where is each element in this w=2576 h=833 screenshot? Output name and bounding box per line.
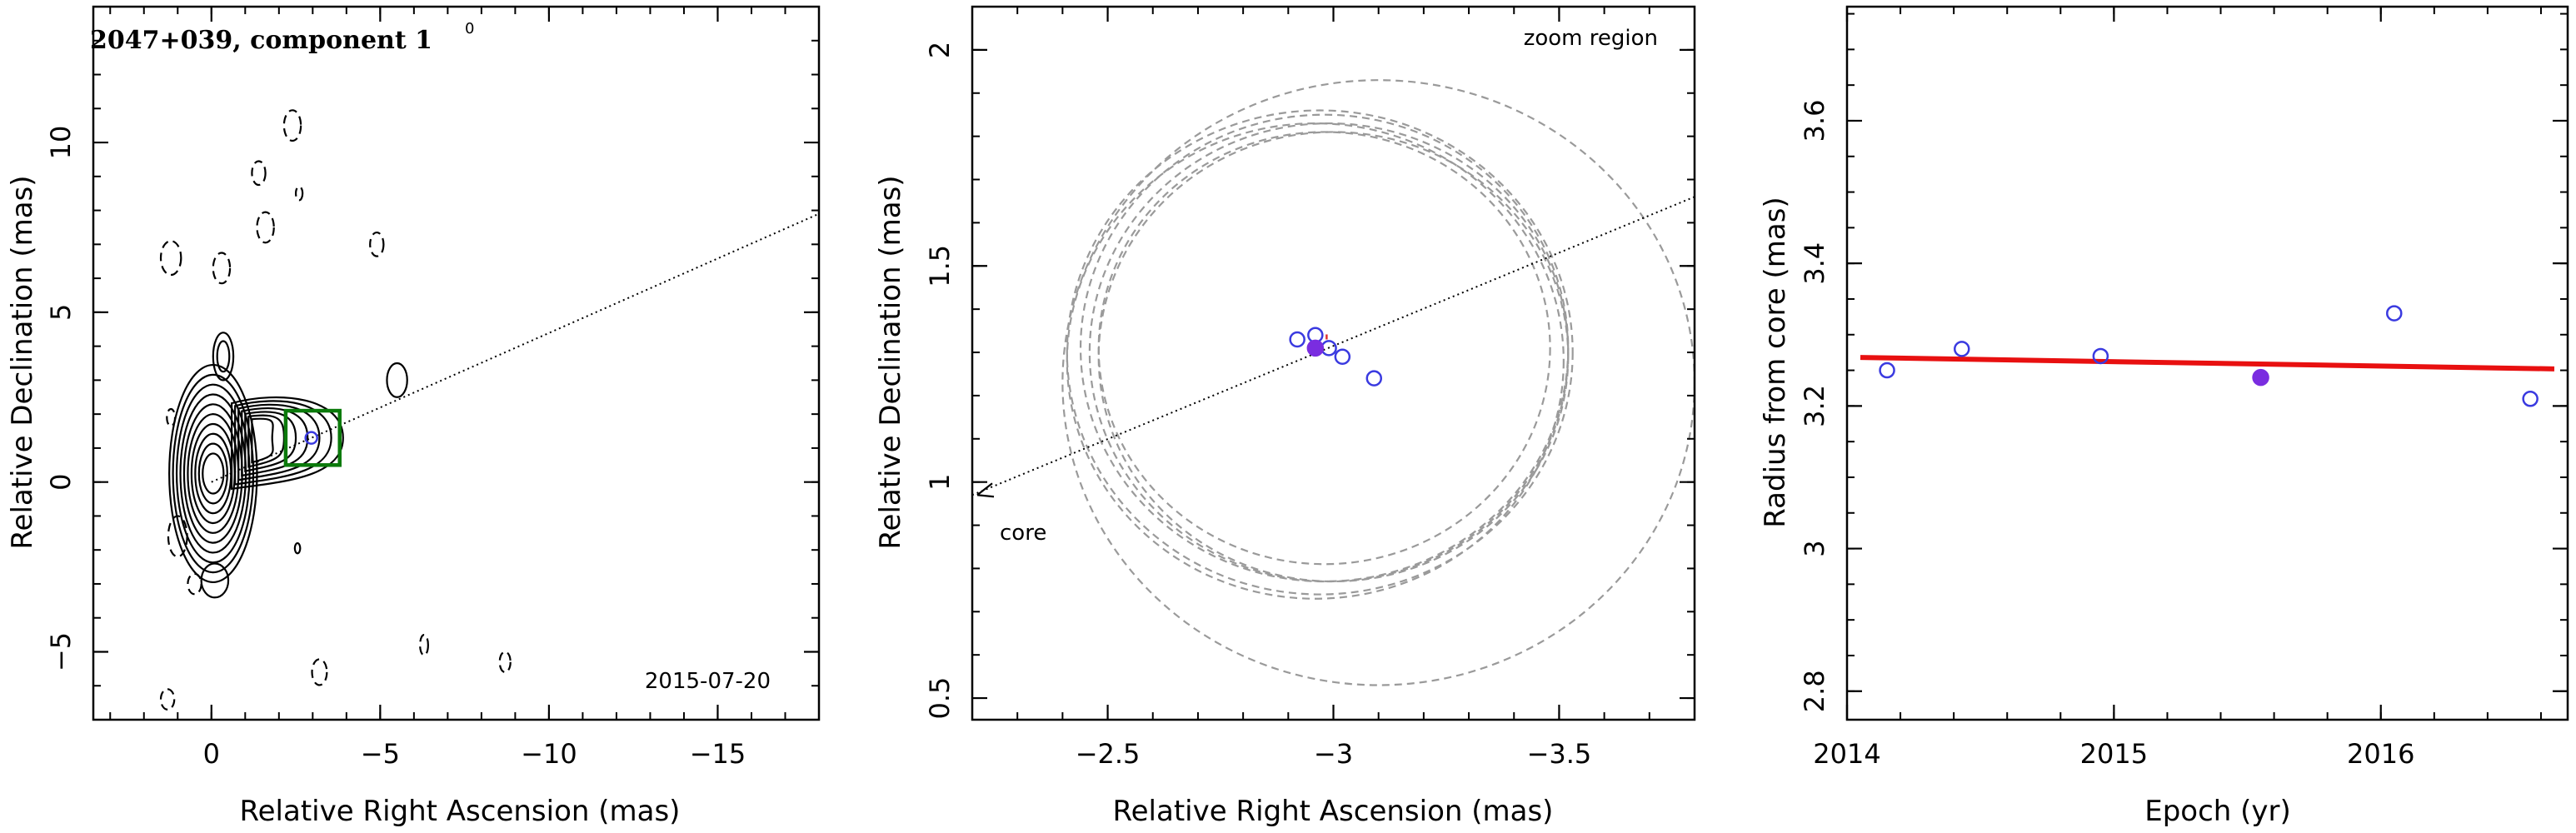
negative-contour [369, 231, 385, 257]
isolated-contour [293, 541, 302, 555]
panel1-x-tick-label: 0 [203, 738, 220, 770]
negative-contour [166, 407, 177, 427]
negative-contour [251, 160, 267, 187]
jet-direction-line [972, 196, 1695, 496]
position-point [1289, 331, 1305, 348]
beam-circle [1061, 79, 1695, 686]
radius-plot-area: 2014 2015 2016 2.8 3 3.2 3.4 3.6 [1799, 5, 2569, 770]
radius-point [1954, 341, 1970, 357]
jet-contour [237, 403, 321, 481]
panel1-x-axis-label: Relative Right Ascension (mas) [240, 795, 681, 828]
core-arrow-head [976, 482, 995, 498]
radius-point [2522, 391, 2539, 407]
negative-contour [294, 185, 304, 202]
beam-circle [1066, 122, 1565, 600]
isolated-contour [212, 332, 235, 382]
panel3-x-tick-label: 2015 [2080, 738, 2148, 770]
panel3-x-axis-label: Epoch (yr) [2144, 795, 2291, 828]
panel3-x-tick-label: 2014 [1813, 738, 1880, 770]
panel3-axes-frame [1845, 5, 2569, 721]
beam-circle [1097, 131, 1570, 583]
panel-contour-map: 0 −5 −10 −15 −5 0 5 10 2047+039, component 1 0 … [6, 5, 821, 828]
position-point [1334, 348, 1351, 365]
radius-point-filled [2252, 368, 2269, 387]
zoom-plot-area: −2.5 −3 −3.5 0.5 1 1.5 2 [924, 5, 1696, 770]
panel2-core-annotation: core [1000, 521, 1046, 546]
panel3-x-tick-label: 2016 [2347, 738, 2414, 770]
panel1-x-tick-label: −10 [521, 738, 577, 770]
panel1-y-tick-label: 0 [45, 473, 77, 490]
panel1-y-tick-label: 5 [45, 304, 77, 321]
panel3-y-tick-label: 3 [1799, 540, 1830, 556]
position-point-filled [1306, 339, 1325, 357]
panel1-y-tick-label: −5 [45, 632, 77, 671]
isolated-contour [216, 340, 231, 373]
jet-direction-line [211, 212, 819, 483]
panel2-y-tick-label: 1.5 [924, 245, 956, 287]
contour-plot-area: 0 −5 −10 −15 −5 0 5 10 [45, 5, 821, 770]
core-contour [179, 393, 247, 554]
panel3-y-axis-label: Radius from core (mas) [1759, 197, 1792, 527]
negative-contour [498, 651, 512, 674]
negative-contour [419, 633, 429, 656]
panel1-x-tick-label: −5 [361, 738, 400, 770]
panel2-x-tick-label: −2.5 [1076, 738, 1141, 770]
panel1-title-marker: 0 [465, 20, 474, 37]
negative-contour [159, 240, 182, 277]
panel1-y-axis-label: Relative Declination (mas) [6, 175, 39, 549]
jet-contour [244, 411, 297, 472]
panel2-y-tick-label: 2 [924, 42, 956, 58]
negative-contour [212, 252, 232, 285]
fit-line [1860, 355, 2555, 372]
core-contour [202, 452, 225, 495]
panel-radius-vs-epoch: 2014 2015 2016 2.8 3 3.2 3.4 3.6 Epoch (yr) Rad… [1759, 5, 2569, 828]
radius-point [2092, 347, 2109, 365]
negative-contour [256, 211, 275, 244]
jet-contour [230, 396, 344, 491]
panel3-y-tick-label: 3.6 [1799, 100, 1830, 142]
position-point [1365, 370, 1383, 387]
panel1-y-tick-label: 10 [45, 126, 77, 160]
negative-contour [167, 515, 188, 558]
panel3-y-tick-label: 3.2 [1799, 385, 1830, 427]
jet-contour [251, 417, 274, 464]
panel2-y-axis-label: Relative Declination (mas) [874, 175, 907, 549]
jet-contour [241, 407, 309, 477]
panel3-y-tick-label: 3.4 [1799, 242, 1830, 285]
panel2-y-tick-label: 1 [924, 473, 956, 490]
panel2-zoom-annotation: zoom region [1524, 26, 1658, 51]
negative-contour [282, 109, 302, 142]
negative-contour [187, 572, 202, 596]
radius-point [2386, 305, 2403, 322]
isolated-contour [386, 362, 408, 398]
panel3-y-tick-label: 2.8 [1799, 670, 1830, 712]
jet-contour [234, 400, 332, 486]
contour-layer [159, 109, 819, 711]
panel2-x-tick-label: −3 [1314, 738, 1353, 770]
panel-zoom-region: −2.5 −3 −3.5 0.5 1 1.5 2 zoom region core Rela… [874, 5, 1696, 828]
panel2-y-tick-label: 0.5 [924, 677, 956, 720]
core-contour [197, 442, 228, 505]
zoom-layer [972, 79, 1695, 686]
zoom-region-box [283, 408, 342, 467]
panel1-axes-frame [92, 5, 821, 721]
negative-contour [311, 658, 328, 686]
panel1-x-tick-label: −15 [690, 738, 746, 770]
panel1-date-annotation: 2015-07-20 [645, 669, 771, 694]
component-marker [304, 431, 318, 445]
radius-point [1879, 362, 1895, 379]
isolated-contour [200, 562, 230, 599]
negative-contour [159, 688, 176, 711]
panel1-title: 2047+039, component 1 [90, 26, 432, 55]
panel2-x-axis-label: Relative Right Ascension (mas) [1113, 795, 1554, 828]
panel2-x-tick-label: −3.5 [1527, 738, 1592, 770]
beam-circle [1066, 109, 1574, 596]
